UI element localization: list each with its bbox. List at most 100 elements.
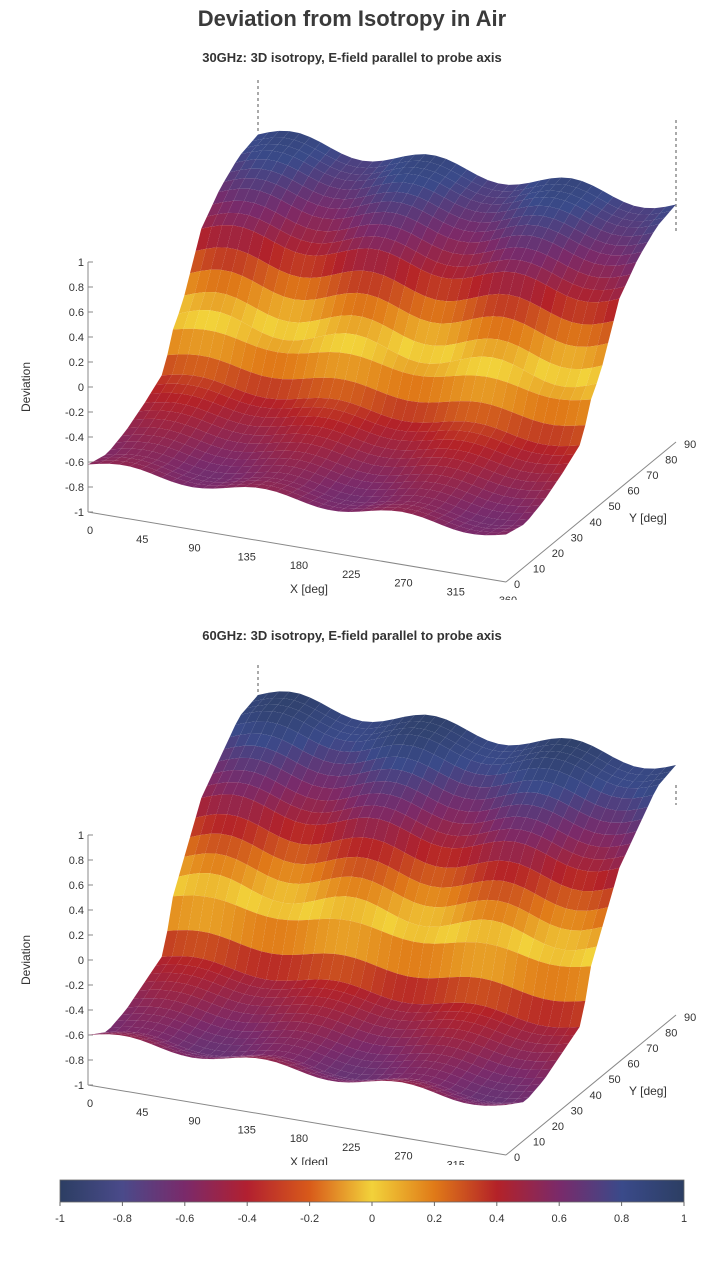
- surface-cell: [436, 277, 453, 302]
- x-tick-label: 90: [188, 1116, 200, 1128]
- surface-cell: [433, 207, 450, 223]
- surface-cell: [429, 482, 446, 492]
- surface-cell: [422, 766, 439, 785]
- surface-cell: [149, 402, 166, 411]
- surface-cell: [438, 421, 455, 431]
- surface-cell: [336, 454, 353, 468]
- surface-cell: [276, 739, 293, 758]
- surface-cell: [298, 161, 315, 177]
- surface-cell: [313, 918, 330, 954]
- surface-cell: [486, 510, 503, 520]
- surface-cell: [335, 171, 352, 181]
- surface-cell: [268, 811, 285, 837]
- surface-cell: [495, 782, 512, 798]
- surface-cell: [138, 418, 155, 428]
- surface-cell: [413, 160, 430, 169]
- surface-cell: [506, 780, 523, 796]
- surface-cell: [474, 1014, 491, 1027]
- surface-cell: [284, 804, 302, 822]
- surface-cell: [451, 865, 468, 888]
- surface-cell: [167, 1036, 184, 1046]
- surface-cell: [229, 1056, 246, 1058]
- surface-cell: [433, 977, 450, 1004]
- surface-cell: [202, 389, 219, 403]
- surface-cell: [172, 354, 189, 375]
- surface-cell: [261, 471, 278, 479]
- surface-cell: [506, 1102, 523, 1104]
- surface-cell: [327, 218, 344, 232]
- surface-cell: [363, 453, 380, 466]
- surface-cell: [320, 1038, 337, 1050]
- surface-cell: [277, 902, 294, 921]
- surface-cell: [384, 1037, 401, 1047]
- surface-cell: [353, 224, 370, 239]
- surface-cell: [444, 511, 461, 520]
- surface-cell: [187, 1053, 204, 1057]
- surface-cell: [407, 183, 424, 197]
- surface-cell: [229, 481, 246, 485]
- surface-cell: [241, 1038, 258, 1046]
- surface-cell: [334, 352, 351, 380]
- surface-cell: [561, 296, 578, 323]
- surface-cell: [517, 197, 534, 209]
- surface-cell: [312, 772, 329, 788]
- surface-cell: [289, 821, 306, 844]
- surface-cell: [497, 317, 514, 342]
- surface-cell: [319, 1056, 336, 1067]
- surface-cell: [167, 328, 184, 356]
- surface-cell: [470, 514, 487, 523]
- surface-cell: [340, 485, 357, 495]
- surface-cell: [539, 183, 556, 192]
- surface-cell: [300, 254, 317, 279]
- surface-cell: [375, 182, 393, 195]
- surface-cell: [419, 344, 436, 364]
- surface-cell: [142, 1021, 159, 1030]
- surface-cell: [418, 729, 435, 740]
- surface-cell: [420, 465, 437, 475]
- surface-cell: [417, 422, 434, 432]
- surface-cell: [261, 159, 278, 171]
- surface-cell: [447, 1019, 464, 1030]
- surface-cell: [294, 693, 311, 705]
- surface-cell: [490, 1103, 507, 1105]
- surface-cell: [397, 727, 414, 735]
- surface-cell: [441, 466, 458, 478]
- y-tick-label: 10: [533, 563, 545, 575]
- surface-cell: [214, 312, 231, 335]
- surface-cell: [182, 472, 200, 479]
- surface-cell: [499, 476, 516, 488]
- surface-cell: [403, 160, 420, 168]
- surface-cell: [428, 754, 445, 773]
- surface-cell: [302, 176, 319, 192]
- surface-cell: [430, 866, 447, 888]
- surface-cell: [467, 843, 484, 866]
- surface-cell: [520, 817, 537, 833]
- surface-cell: [189, 853, 206, 875]
- surface-cell: [572, 271, 589, 288]
- surface-cell: [315, 142, 332, 155]
- surface-cell: [453, 526, 470, 533]
- surface-cell: [563, 1026, 580, 1036]
- surface-cell: [534, 738, 551, 748]
- surface-cell: [338, 992, 355, 1005]
- surface-cell: [423, 926, 440, 944]
- surface-cell: [351, 1050, 369, 1060]
- surface-cell: [372, 725, 389, 735]
- surface-cell: [317, 1076, 335, 1081]
- surface-cell: [607, 757, 624, 769]
- surface-cell: [517, 758, 534, 771]
- surface-cell: [330, 160, 347, 172]
- surface-cell: [385, 201, 402, 214]
- surface-cell: [231, 459, 248, 467]
- surface-cell: [393, 1053, 410, 1062]
- surface-cell: [170, 402, 187, 414]
- surface-cell: [340, 725, 357, 735]
- surface-cell: [418, 168, 435, 179]
- surface-cell: [231, 1038, 248, 1046]
- z-tick-label: 1: [78, 830, 84, 842]
- surface-cell: [468, 821, 485, 836]
- surface-cell: [125, 458, 142, 464]
- surface-cell: [450, 1067, 467, 1078]
- surface-cell: [448, 1094, 466, 1100]
- surface-cell: [574, 781, 591, 800]
